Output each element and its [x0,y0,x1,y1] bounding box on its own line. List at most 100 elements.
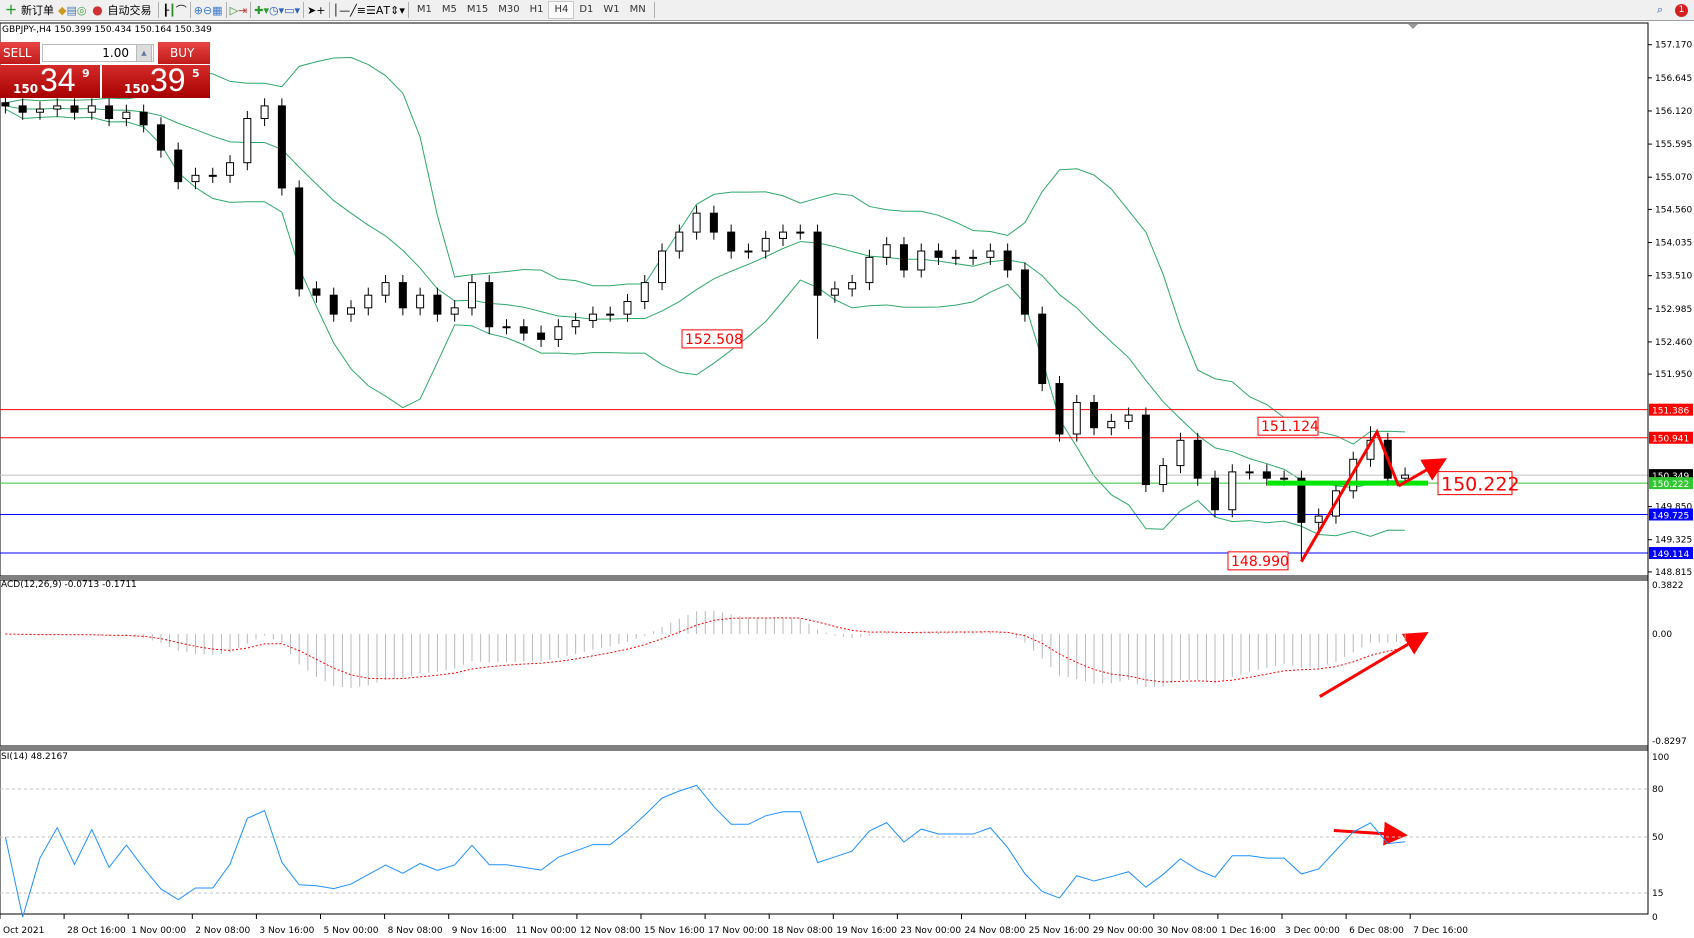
templates-icon[interactable]: ▭▾ [284,3,301,17]
timeframe-mn[interactable]: MN [629,4,646,15]
candle-body [1038,313,1047,385]
zoom-in-icon[interactable]: ⊕ [193,3,203,17]
fibonacci-icon[interactable]: ☰ [365,3,376,17]
candle-body [796,231,805,234]
time-axis-label: 18 Nov 08:00 [772,926,833,936]
toolbar-separator [653,2,655,18]
candle-body [606,313,615,316]
line-chart-icon[interactable]: ⌒ [175,4,187,17]
trendline-icon[interactable]: ╱ [350,3,357,17]
candle-body [485,282,494,328]
time-axis-label: 24 Nov 08:00 [965,926,1026,936]
candle-body [243,118,252,164]
tile-windows-icon[interactable]: ▦ [212,3,223,17]
price-level-tag [1649,403,1693,416]
time-axis-label: 9 Nov 16:00 [452,926,507,936]
candle-body [969,256,978,259]
timeframe-m5[interactable]: M5 [441,4,457,15]
time-axis-label: 11 Nov 00:00 [516,926,577,936]
price-axis-label: 156.120 [1655,107,1692,117]
candle-body [951,256,960,259]
candle-body [640,282,649,303]
candle-body [1141,414,1150,486]
candle-body [35,108,44,113]
candle-body [882,244,891,258]
price-level-label: 150.941 [1652,435,1689,445]
buy-price-fraction: 5 [192,67,200,80]
candle-body [623,301,632,315]
candlestick-icon[interactable]: ┃ [169,3,176,17]
new-order-label: 新订单 [21,4,54,17]
timeframe-m15[interactable]: M15 [466,4,489,15]
horizontal-line-icon[interactable]: — [339,3,351,17]
time-axis-label: 12 Nov 08:00 [580,926,641,936]
equidistant-channel-icon[interactable]: ≡ [356,3,366,17]
macd-axis-label: 0.00 [1652,630,1672,640]
price-axis-label: 149.325 [1655,536,1692,546]
timeframe-h1[interactable]: H1 [529,4,544,15]
market-watch-icon[interactable]: ▤ [66,3,77,17]
price-axis-label: 156.645 [1655,74,1692,84]
rsi-axis-label: 15 [1652,889,1663,899]
price-annotation-label: 151.124 [1261,419,1319,435]
candle-body [1055,383,1064,435]
indicators-icon[interactable]: ✚▾ [254,3,270,17]
text-label-icon[interactable]: T [383,3,391,17]
price-level-tag [1649,547,1693,560]
timeframe-h4[interactable]: H4 [548,1,575,19]
candle-body [934,250,943,258]
candle-body [191,174,200,183]
buy-price[interactable]: 150 39 5 [102,62,210,98]
price-level-tag [1649,508,1693,521]
timeframe-m1[interactable]: M1 [416,4,432,15]
signals-icon[interactable]: ◎ [76,3,87,17]
lot-size-input[interactable]: 1.00 [42,44,154,62]
candle-body [692,212,701,233]
candle-body [122,111,131,120]
sell-button[interactable]: SELL [0,42,40,64]
buy-button[interactable]: BUY [158,42,210,64]
periods-icon[interactable]: ◷▾ [269,3,285,17]
lot-increase-button[interactable]: ▲ [136,44,152,62]
vertical-line-icon[interactable]: │ [332,3,340,17]
rsi-arrow [1333,821,1408,846]
candle-body [1193,439,1202,479]
candle-body [364,294,373,309]
candle-body [1003,250,1012,271]
candle-body [727,231,736,252]
timeframe-d1[interactable]: D1 [579,4,594,15]
rsi-label: SI(14) 48.2167 [1,752,68,762]
crosshair-icon[interactable]: + [316,3,326,17]
price-level-label: 149.725 [1652,511,1689,521]
cursor-icon[interactable]: ➤ [307,3,317,17]
autoscroll-icon[interactable]: ▷ [229,3,239,17]
rsi-axis-label: 50 [1652,833,1664,843]
price-axis-label: 152.460 [1655,338,1692,348]
notification-badge[interactable]: 1 [1675,3,1688,17]
search-icon[interactable]: ⌕ [1656,3,1663,16]
candle-body [709,212,718,233]
bar-chart-icon[interactable]: ┠ [162,3,170,17]
arrows-icon[interactable]: ⇕▾ [390,3,405,17]
zoom-out-icon[interactable]: ⊖ [202,3,213,17]
time-axis-label: 1 Nov 00:00 [131,926,186,936]
candle-body [1262,471,1271,479]
toolbar-separator [328,2,330,18]
new-order-icon: ＋ [4,3,17,17]
sell-price[interactable]: 150 34 9 [0,62,100,98]
candle-body [260,105,269,120]
autotrading-button[interactable]: ● 自动交易 [86,1,155,19]
timeframe-w1[interactable]: W1 [603,4,620,15]
metaeditor-icon[interactable]: ◆ [58,3,67,17]
candle-body [70,105,79,113]
sell-price-fraction: 9 [82,67,90,80]
text-icon[interactable]: A [375,3,384,17]
timeframe-m30[interactable]: M30 [498,4,520,15]
macd-arrow [1318,631,1429,698]
new-order-button[interactable]: ＋ 新订单 [0,1,58,19]
candle-body [347,307,355,315]
chart-shift-icon[interactable]: ⇥ [238,3,248,17]
macd-pane-frame [0,579,1649,747]
candle-body [208,174,217,177]
